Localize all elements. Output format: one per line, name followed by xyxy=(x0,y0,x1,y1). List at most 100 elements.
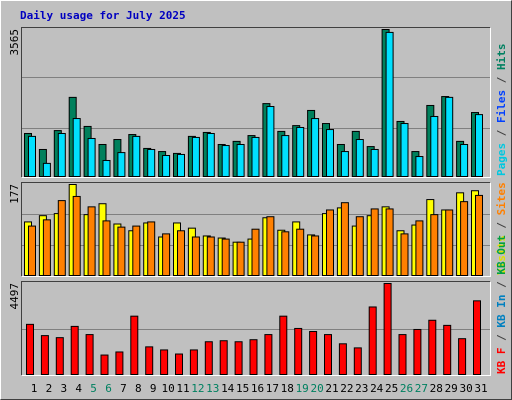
bar xyxy=(443,324,452,375)
bar xyxy=(385,31,394,177)
x-tick-label: 5 xyxy=(90,382,97,395)
bar xyxy=(370,208,379,276)
bar xyxy=(266,216,275,276)
bar xyxy=(42,162,51,178)
bar xyxy=(324,334,332,375)
bar xyxy=(475,114,483,177)
x-tick-label: 20 xyxy=(310,382,323,395)
bar xyxy=(428,319,437,376)
bar xyxy=(147,221,156,276)
chart-title: Daily usage for July 2025 xyxy=(20,9,186,22)
bar xyxy=(191,236,200,277)
x-tick-label: 11 xyxy=(176,382,189,395)
bar xyxy=(189,349,198,376)
x-tick-label: 22 xyxy=(340,382,353,395)
bar xyxy=(279,315,288,376)
bar xyxy=(264,334,273,375)
bar xyxy=(326,129,334,177)
bar xyxy=(251,228,260,276)
bar xyxy=(160,349,169,376)
bar xyxy=(26,323,34,376)
x-tick-label: 15 xyxy=(236,382,249,395)
bar xyxy=(206,132,215,177)
x-tick-label: 31 xyxy=(474,382,487,395)
bevel xyxy=(21,27,491,178)
y-tick-label: 3565 xyxy=(8,29,21,56)
x-tick-label: 28 xyxy=(430,382,443,395)
x-tick-label: 29 xyxy=(445,382,458,395)
bar xyxy=(115,351,124,376)
bar xyxy=(281,231,290,277)
y-tick-label: 177 xyxy=(8,184,21,204)
bar xyxy=(72,118,81,177)
bar xyxy=(340,202,349,276)
bar xyxy=(251,136,260,178)
bar xyxy=(473,300,481,376)
bar xyxy=(132,135,141,177)
x-tick-label: 7 xyxy=(120,382,127,395)
bar xyxy=(355,216,364,276)
bar xyxy=(175,353,183,375)
x-tick-label: 23 xyxy=(355,382,368,395)
bar xyxy=(234,341,243,376)
x-tick-label: 19 xyxy=(296,382,309,395)
legend-entry: / xyxy=(495,215,508,235)
legend-entry: KB F xyxy=(495,348,508,375)
bevel xyxy=(21,281,491,376)
bar xyxy=(236,241,245,276)
x-tick-label: 13 xyxy=(206,382,219,395)
bar xyxy=(368,306,377,375)
x-tick-label: 3 xyxy=(60,382,67,395)
x-tick-label: 4 xyxy=(75,382,82,395)
bevel xyxy=(21,182,491,277)
x-tick-label: 27 xyxy=(415,382,428,395)
legend-entry: / xyxy=(495,328,508,348)
bar xyxy=(102,220,111,277)
bar xyxy=(85,334,94,375)
x-tick-label: 21 xyxy=(325,382,338,395)
bar xyxy=(338,343,347,376)
bevel xyxy=(21,281,491,376)
legend-entry: Pages xyxy=(495,143,508,176)
bar xyxy=(294,327,303,376)
bar xyxy=(236,143,245,177)
bar xyxy=(413,328,422,375)
bar xyxy=(162,154,171,177)
bevel xyxy=(21,27,491,178)
legend-entry: KB In xyxy=(495,295,508,328)
bar xyxy=(42,219,51,277)
legend: Visits / Sites xyxy=(495,182,508,275)
bar xyxy=(445,96,454,177)
bar xyxy=(400,123,409,177)
bar xyxy=(266,106,275,177)
bar xyxy=(430,214,439,277)
bar xyxy=(87,206,96,276)
bar xyxy=(383,283,392,375)
bar xyxy=(398,334,407,375)
bar xyxy=(445,209,454,277)
bar xyxy=(28,135,36,177)
bar xyxy=(117,152,126,178)
legend-entry: Hits xyxy=(495,44,508,71)
x-tick-label: 17 xyxy=(266,382,279,395)
legend-entry: Sites xyxy=(495,182,508,215)
bar xyxy=(355,139,364,177)
bar xyxy=(296,126,305,177)
bar xyxy=(460,143,469,177)
bar xyxy=(415,156,424,178)
bar xyxy=(147,148,156,177)
bar xyxy=(219,340,228,375)
bar xyxy=(40,335,49,376)
bar xyxy=(370,148,379,177)
x-tick-label: 26 xyxy=(400,382,413,395)
x-tick-label: 16 xyxy=(251,382,264,395)
bar xyxy=(311,118,320,177)
legend-entry: / xyxy=(495,275,508,295)
bar xyxy=(177,153,185,177)
bar xyxy=(281,135,290,178)
bar xyxy=(130,315,139,376)
legend-entry: / xyxy=(495,123,508,143)
bar xyxy=(72,195,81,276)
